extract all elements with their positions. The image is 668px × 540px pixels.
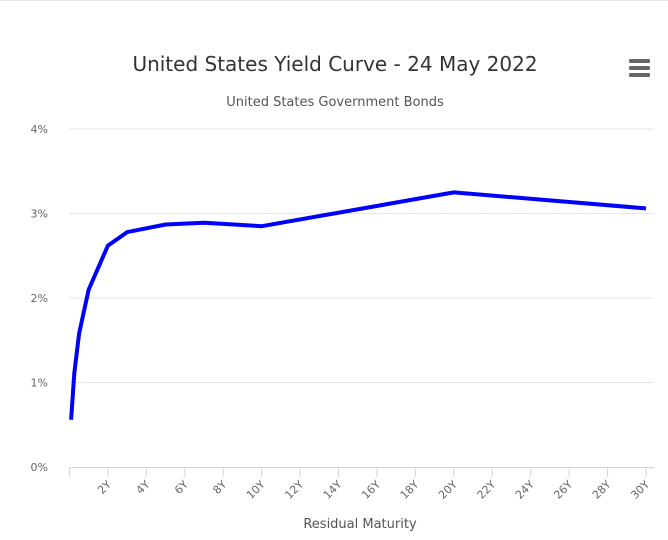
y-tick-label: 1% xyxy=(31,377,48,390)
x-tick-label: 16Y xyxy=(359,478,383,502)
top-border xyxy=(0,0,668,1)
x-tick-label: 14Y xyxy=(321,478,345,502)
y-tick-label: 0% xyxy=(31,461,48,474)
chart-title: United States Yield Curve - 24 May 2022 xyxy=(132,52,537,76)
menu-button[interactable] xyxy=(620,52,650,82)
x-tick-label: 26Y xyxy=(551,478,575,502)
x-tick-label: 4Y xyxy=(134,478,153,497)
y-tick-label: 4% xyxy=(31,123,48,136)
series-line xyxy=(69,190,647,420)
chart-subtitle: United States Government Bonds xyxy=(226,95,444,110)
x-tick-label: 24Y xyxy=(513,478,537,502)
y-tick-label: 2% xyxy=(31,292,48,305)
x-tick-label: 18Y xyxy=(398,478,422,502)
x-tick-label: 10Y xyxy=(244,478,268,502)
x-tick-label: 6Y xyxy=(172,478,191,497)
x-tick-label: 22Y xyxy=(475,478,499,502)
x-tick-label: 2Y xyxy=(95,478,114,497)
y-tick-label: 3% xyxy=(31,208,48,221)
x-tick-label: 30Y xyxy=(628,478,652,502)
x-tick-label: 28Y xyxy=(590,478,614,502)
x-tick-label: 12Y xyxy=(282,478,306,502)
x-tick-label: 8Y xyxy=(210,478,229,497)
hamburger-menu-icon xyxy=(629,59,650,77)
x-tick-label: 20Y xyxy=(436,478,460,502)
x-axis-title: Residual Maturity xyxy=(303,517,417,532)
